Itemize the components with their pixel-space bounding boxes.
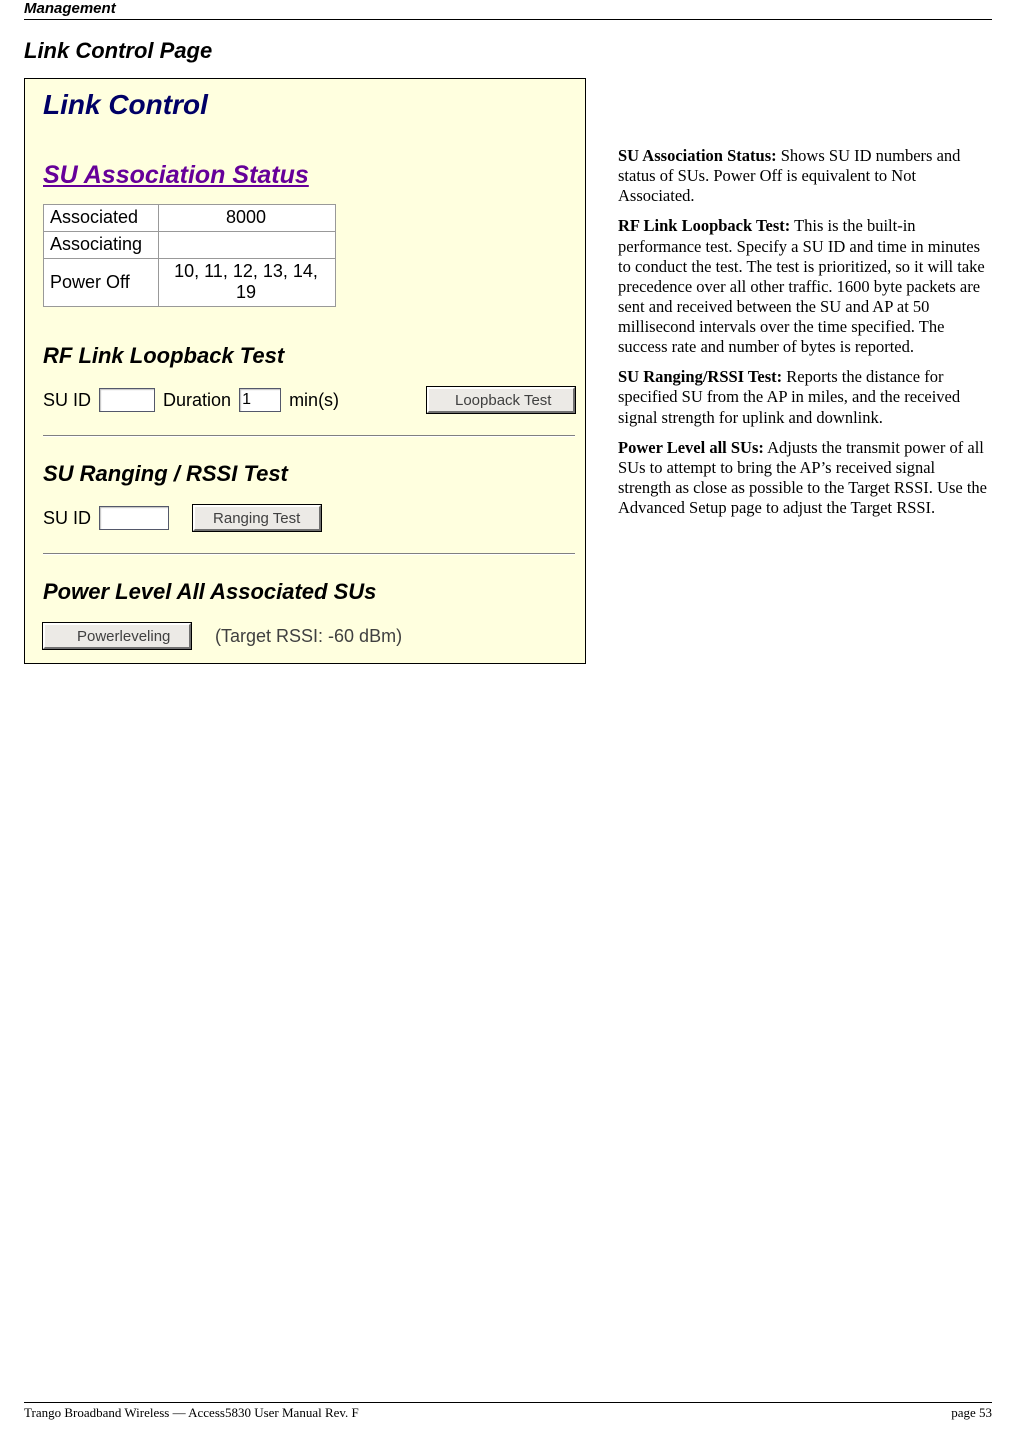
desc-paragraph: Power Level all SUs: Adjusts the transmi… xyxy=(618,438,992,519)
table-row: Associated 8000 xyxy=(44,205,336,232)
status-label: Associated xyxy=(44,205,159,232)
desc-paragraph: SU Ranging/RSSI Test: Reports the distan… xyxy=(618,367,992,427)
suid-label: SU ID xyxy=(43,508,91,529)
duration-label: Duration xyxy=(163,390,231,411)
table-row: Associating xyxy=(44,232,336,259)
ranging-suid-input[interactable] xyxy=(99,506,169,530)
loopback-test-button[interactable]: Loopback Test xyxy=(427,387,575,413)
loopback-duration-input[interactable] xyxy=(239,388,281,412)
description-column: SU Association Status: Shows SU ID numbe… xyxy=(618,78,992,528)
target-rssi-note: (Target RSSI: -60 dBm) xyxy=(215,626,402,647)
page-title: Link Control Page xyxy=(24,38,992,64)
desc-term: Power Level all SUs: xyxy=(618,438,764,457)
desc-term: SU Association Status: xyxy=(618,146,777,165)
status-label: Associating xyxy=(44,232,159,259)
desc-paragraph: SU Association Status: Shows SU ID numbe… xyxy=(618,146,992,206)
page-footer: Trango Broadband Wireless — Access5830 U… xyxy=(24,1402,992,1421)
panel-title: Link Control xyxy=(43,89,575,121)
status-value: 8000 xyxy=(159,205,336,232)
suid-label: SU ID xyxy=(43,390,91,411)
su-association-status-heading: SU Association Status xyxy=(43,161,575,190)
ranging-heading: SU Ranging / RSSI Test xyxy=(43,461,575,487)
status-table: Associated 8000 Associating Power Off 10… xyxy=(43,204,336,307)
status-label: Power Off xyxy=(44,259,159,307)
footer-right: page 53 xyxy=(951,1405,992,1421)
footer-left: Trango Broadband Wireless — Access5830 U… xyxy=(24,1405,359,1421)
separator xyxy=(43,435,575,437)
separator xyxy=(43,553,575,555)
desc-paragraph: RF Link Loopback Test: This is the built… xyxy=(618,216,992,357)
desc-body: This is the built-in performance test. S… xyxy=(618,216,985,356)
power-level-heading: Power Level All Associated SUs xyxy=(43,579,575,605)
link-control-panel: Link Control SU Association Status Assoc… xyxy=(24,78,586,664)
desc-term: SU Ranging/RSSI Test: xyxy=(618,367,782,386)
desc-term: RF Link Loopback Test: xyxy=(618,216,790,235)
ranging-test-button[interactable]: Ranging Test xyxy=(193,505,321,531)
unit-label: min(s) xyxy=(289,390,339,411)
status-value xyxy=(159,232,336,259)
status-value: 10, 11, 12, 13, 14, 19 xyxy=(159,259,336,307)
powerleveling-button[interactable]: Powerleveling xyxy=(43,623,191,649)
rf-loopback-heading: RF Link Loopback Test xyxy=(43,343,575,369)
loopback-suid-input[interactable] xyxy=(99,388,155,412)
table-row: Power Off 10, 11, 12, 13, 14, 19 xyxy=(44,259,336,307)
page-header-section: Management xyxy=(24,0,992,20)
